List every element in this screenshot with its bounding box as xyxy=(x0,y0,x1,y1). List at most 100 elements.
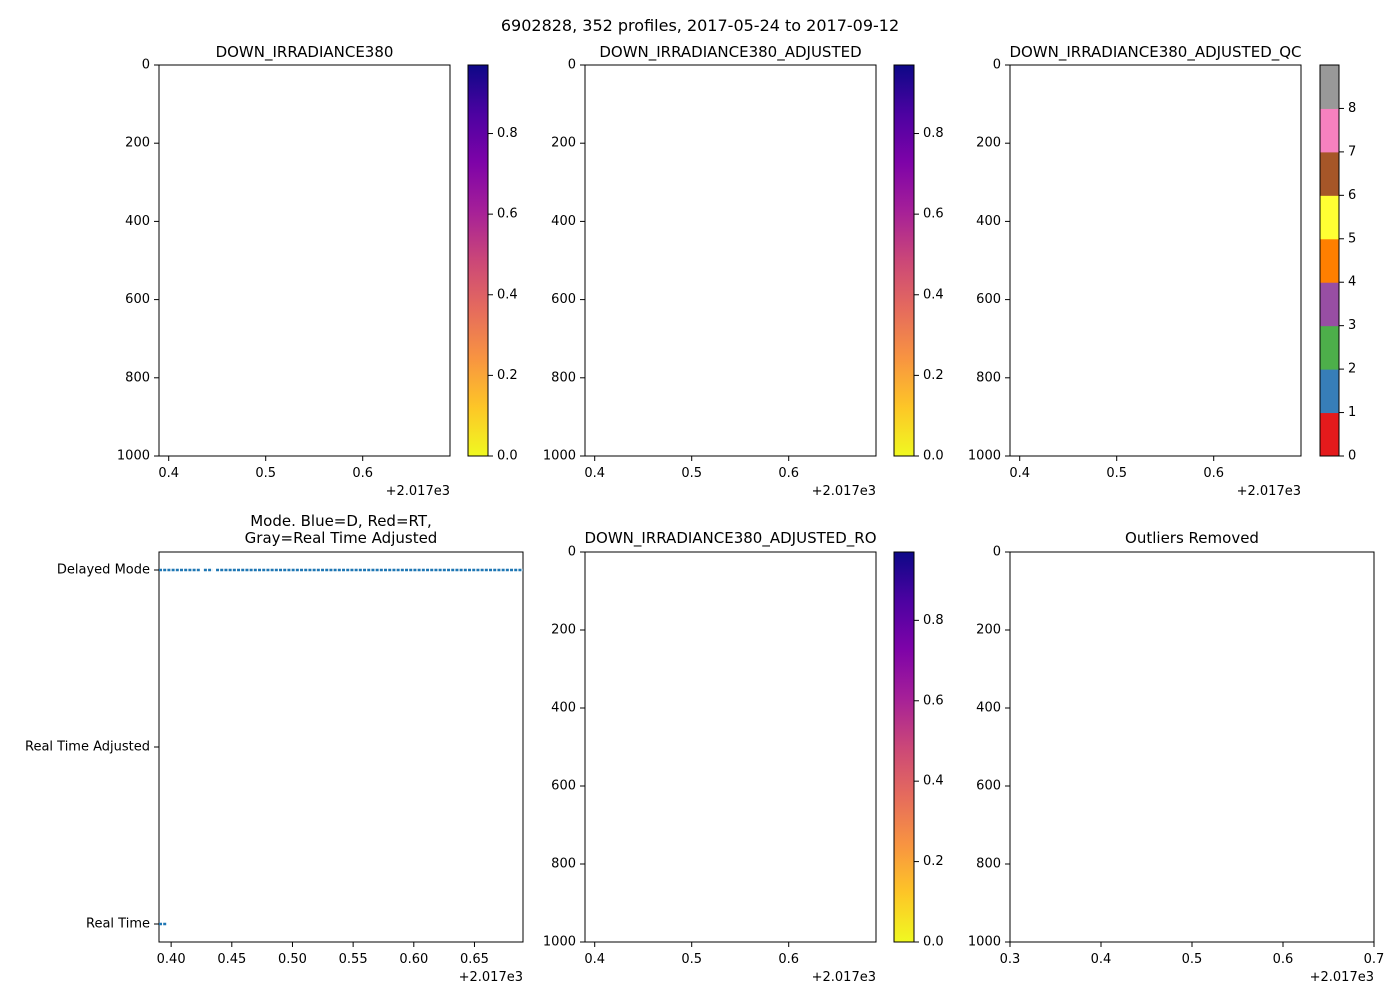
p4-xtick-label: 0.50 xyxy=(278,952,307,967)
p3-colorbar-segment xyxy=(1320,412,1339,457)
p1-colorbar-tick-label: 0.0 xyxy=(497,449,518,464)
p3-colorbar-segment xyxy=(1320,108,1339,153)
p5-colorbar-frame xyxy=(893,551,915,943)
p1-ytick-label: 600 xyxy=(125,292,150,307)
p3-xtick-label: 0.6 xyxy=(1203,466,1224,481)
p1-colorbar-fill xyxy=(468,65,488,456)
p6-title: Outliers Removed xyxy=(1125,529,1259,547)
p6-ytick-label: 0 xyxy=(993,545,1001,560)
p4-x-offset-label: +2.017e3 xyxy=(459,970,523,985)
p5-ytick-label: 1000 xyxy=(543,935,576,950)
p3-colorbar-segment xyxy=(1320,195,1339,240)
p1-colorbar-tick-label: 0.6 xyxy=(497,207,518,222)
p2-colorbar-tick-label: 0.4 xyxy=(923,287,944,302)
p3-colorbar-tick-label: 6 xyxy=(1348,188,1356,203)
p3-xtick-label: 0.4 xyxy=(1009,466,1030,481)
p3-colorbar-tick-label: 5 xyxy=(1348,231,1356,246)
p6-xtick-label: 0.6 xyxy=(1273,952,1294,967)
p1-colorbar-tick-label: 0.8 xyxy=(497,126,518,141)
p4-ytick-label: Real Time xyxy=(86,917,150,932)
p5-title: DOWN_IRRADIANCE380_ADJUSTED_RO xyxy=(584,529,876,548)
p3-xtick-label: 0.5 xyxy=(1106,466,1127,481)
p1-ytick-label: 1000 xyxy=(117,449,150,464)
p5-ytick-label: 600 xyxy=(551,779,576,794)
p2-colorbar-frame xyxy=(893,64,915,457)
p4-xtick-label: 0.45 xyxy=(217,952,246,967)
p1-ytick-label: 0 xyxy=(142,58,150,73)
p5-colorbar-tick-label: 0.6 xyxy=(923,693,944,708)
p3-ytick-label: 600 xyxy=(976,292,1001,307)
p6-plot-frame xyxy=(1009,551,1375,943)
p1-xtick-label: 0.6 xyxy=(352,466,373,481)
p2-colorbar-tick-label: 0.6 xyxy=(923,207,944,222)
p1-ytick-label: 800 xyxy=(125,370,150,385)
p5-colorbar-tick-label: 0.0 xyxy=(923,935,944,950)
p5-xtick-label: 0.4 xyxy=(584,952,605,967)
p5-xtick-label: 0.6 xyxy=(778,952,799,967)
p6-xtick-label: 0.7 xyxy=(1364,952,1385,967)
p3-colorbar-segment xyxy=(1320,325,1339,370)
p3-ytick-label: 200 xyxy=(976,136,1001,151)
p5-ytick-label: 200 xyxy=(551,623,576,638)
p1-colorbar-tick-label: 0.2 xyxy=(497,368,518,383)
p6-ytick-label: 400 xyxy=(976,701,1001,716)
p5-x-offset-label: +2.017e3 xyxy=(812,970,876,985)
p3-colorbar-segment xyxy=(1320,65,1339,109)
p3-colorbar-tick-label: 7 xyxy=(1348,144,1356,159)
p6-xtick-label: 0.5 xyxy=(1182,952,1203,967)
p2-colorbar-tick-label: 0.2 xyxy=(923,368,944,383)
p5-colorbar-fill xyxy=(894,552,914,942)
p3-colorbar-segment xyxy=(1320,282,1339,327)
p2-xtick-label: 0.6 xyxy=(778,466,799,481)
p2-colorbar-tick-label: 0.8 xyxy=(923,126,944,141)
p3-x-offset-label: +2.017e3 xyxy=(1237,484,1301,499)
p1-title: DOWN_IRRADIANCE380 xyxy=(216,43,394,62)
p3-ytick-label: 0 xyxy=(993,58,1001,73)
p5-xtick-label: 0.5 xyxy=(681,952,702,967)
p1-xtick-label: 0.5 xyxy=(255,466,276,481)
p2-x-offset-label: +2.017e3 xyxy=(812,484,876,499)
p4-xtick-label: 0.55 xyxy=(339,952,368,967)
p1-colorbar-tick-label: 0.4 xyxy=(497,287,518,302)
p2-ytick-label: 400 xyxy=(551,214,576,229)
p3-colorbar-tick-label: 2 xyxy=(1348,362,1356,377)
p2-xtick-label: 0.4 xyxy=(584,466,605,481)
p1-plot-frame xyxy=(158,64,451,457)
p6-ytick-label: 200 xyxy=(976,623,1001,638)
p3-colorbar-segment xyxy=(1320,151,1339,196)
p6-ytick-label: 800 xyxy=(976,857,1001,872)
p3-colorbar-tick-label: 8 xyxy=(1348,101,1356,116)
p5-colorbar-tick-label: 0.2 xyxy=(923,854,944,869)
p5-plot-frame xyxy=(584,551,877,943)
p1-colorbar-frame xyxy=(467,64,489,457)
p2-ytick-label: 800 xyxy=(551,370,576,385)
p5-colorbar-tick-label: 0.8 xyxy=(923,613,944,628)
p5-colorbar-tick-label: 0.4 xyxy=(923,774,944,789)
p6-xtick-label: 0.4 xyxy=(1091,952,1112,967)
p4-xtick-label: 0.60 xyxy=(399,952,428,967)
p3-colorbar-segment xyxy=(1320,369,1339,414)
p3-colorbar-frame xyxy=(1319,64,1340,457)
p3-colorbar-tick-label: 0 xyxy=(1348,449,1356,464)
p4-plot-frame xyxy=(158,551,524,943)
p2-colorbar-tick-label: 0.0 xyxy=(923,449,944,464)
p5-ytick-label: 400 xyxy=(551,701,576,716)
p6-ytick-label: 600 xyxy=(976,779,1001,794)
p2-title: DOWN_IRRADIANCE380_ADJUSTED xyxy=(599,43,861,62)
p3-ytick-label: 1000 xyxy=(968,449,1001,464)
p4-title: Gray=Real Time Adjusted xyxy=(245,529,438,547)
p5-ytick-label: 0 xyxy=(568,545,576,560)
p3-colorbar-tick-label: 4 xyxy=(1348,275,1356,290)
p2-ytick-label: 200 xyxy=(551,136,576,151)
p6-x-offset-label: +2.017e3 xyxy=(1310,970,1374,985)
p3-ytick-label: 400 xyxy=(976,214,1001,229)
p4-xtick-label: 0.65 xyxy=(460,952,489,967)
p2-ytick-label: 0 xyxy=(568,58,576,73)
p4-ytick-label: Real Time Adjusted xyxy=(25,740,150,755)
p6-xtick-label: 0.3 xyxy=(1000,952,1021,967)
p2-ytick-label: 600 xyxy=(551,292,576,307)
p3-colorbar-segment xyxy=(1320,238,1339,283)
p3-plot-frame xyxy=(1009,64,1302,457)
p3-title: DOWN_IRRADIANCE380_ADJUSTED_QC xyxy=(1009,43,1301,62)
